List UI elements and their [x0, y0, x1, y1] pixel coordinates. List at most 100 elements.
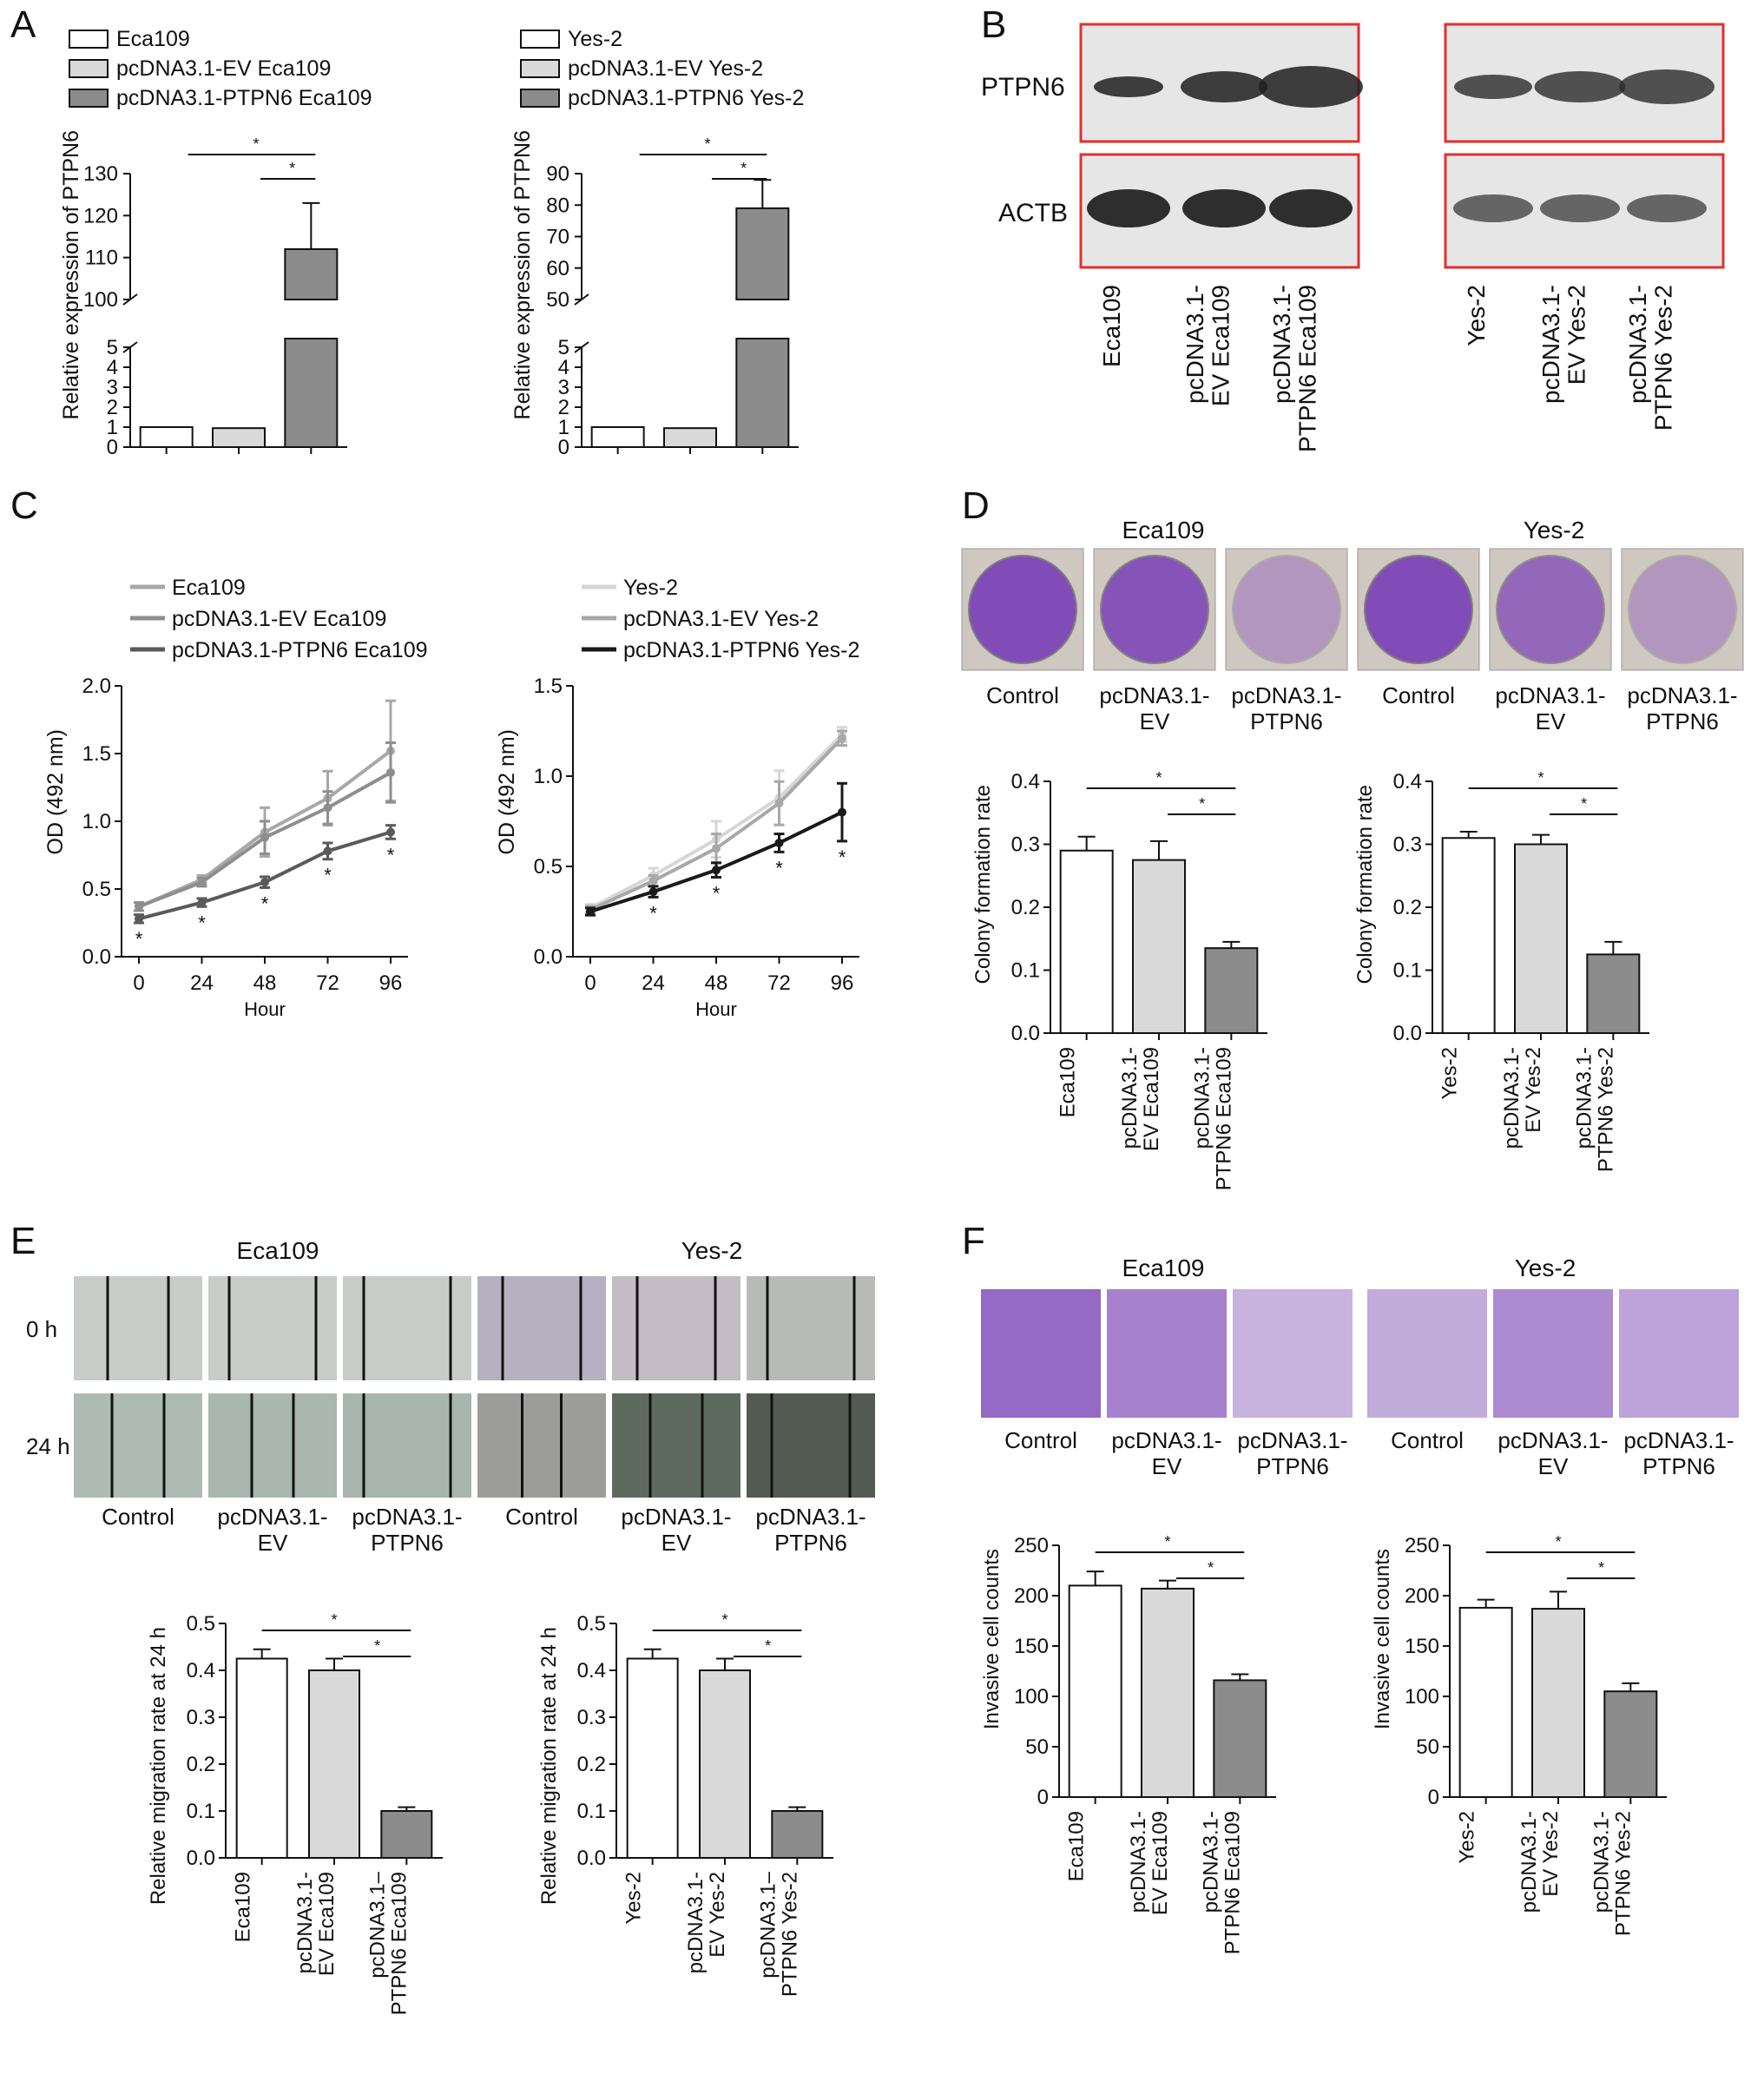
x-tick-label-group: pcDNA3.1-EV Eca109 [293, 1872, 339, 1976]
blot-band [1259, 66, 1363, 108]
legend-swatch [520, 30, 560, 49]
bar [1068, 1584, 1122, 1799]
sig-star: * [775, 857, 783, 879]
y-tick-label: 1.0 [82, 810, 111, 833]
bar [1441, 837, 1496, 1034]
lane-label-group: pcDNA3.1-PTPN6 Eca109 [1268, 285, 1320, 452]
x-tick-label: PTPN6 Yes-2 [1612, 1811, 1636, 1936]
bar [212, 427, 266, 448]
data-point [712, 866, 721, 875]
colony-plate [968, 555, 1077, 664]
sig-star: * [721, 1611, 727, 1629]
x-tick-label: 48 [253, 971, 277, 995]
transwell-stain [1107, 1289, 1227, 1418]
wound-label: EV [258, 1530, 288, 1556]
data-point [323, 803, 332, 813]
chart-e-left: 0.0 0.1 0.2 0.3 0.4 0.5 Eca109 pcDNA3.1-EV Eca1… [147, 1611, 443, 2015]
y-tick-label: 70 [546, 226, 569, 249]
x-tick-label: Yes-2 [622, 1872, 646, 1925]
sig-star: * [1537, 769, 1544, 787]
colony-plate [1100, 555, 1209, 664]
x-tick-label: pcDNA3.1- [1572, 1047, 1596, 1149]
legend-label: pcDNA3.1-PTPN6 Eca109 [116, 86, 372, 110]
lane-label: pcDNA3.1- [1268, 285, 1295, 404]
y-tick-label: 0.1 [577, 1800, 606, 1823]
plate-label: Control [1382, 682, 1455, 708]
data-point [838, 734, 846, 743]
sig-star: * [324, 865, 332, 886]
y-tick-label: 150 [1405, 1635, 1439, 1658]
legend-label: Yes-2 [568, 27, 622, 51]
group-label: Eca109 [1122, 1254, 1205, 1281]
x-tick-label-group: pcDNA3.1-EV Yes-2 [1517, 1811, 1563, 1913]
wound-photo [747, 1393, 875, 1498]
transwell-stain [1367, 1289, 1487, 1418]
lane-label: pcDNA3.1- [1537, 285, 1564, 404]
y-axis-label: Colony formation rate [1353, 785, 1377, 984]
legend-label: pcDNA3.1-PTPN6 Yes-2 [568, 86, 804, 110]
y-tick-label: 0.4 [1011, 770, 1040, 793]
plate-label: EV [1536, 708, 1566, 734]
legend-swatch [520, 59, 560, 78]
y-tick-label: 0 [558, 436, 569, 459]
y-tick-label: 100 [1405, 1685, 1439, 1709]
plate-photo [1225, 548, 1348, 671]
data-point [197, 898, 207, 907]
x-tick-label: Eca109 [1065, 1811, 1089, 1881]
bar [1213, 1679, 1267, 1798]
bar [380, 1810, 433, 1859]
blot-band [1540, 194, 1620, 222]
y-tick-label: 0.4 [1393, 770, 1422, 793]
chart-c-left: Eca109 pcDNA3.1-EV Eca109 pcDNA3.1-PTPN6 E… [43, 576, 428, 1020]
wound-label: PTPN6 [371, 1530, 444, 1556]
y-tick-label: 0 [1428, 1786, 1439, 1809]
y-axis-label-group: Colony formation rate [1353, 785, 1377, 984]
plate-label: pcDNA3.1- [1627, 682, 1737, 708]
x-tick-label: EV Eca109 [315, 1872, 339, 1976]
lane-label-group: pcDNA3.1-EV Yes-2 [1537, 285, 1590, 404]
group-label: Yes-2 [1524, 517, 1585, 543]
blot-band [1087, 189, 1170, 227]
y-tick-label: 80 [546, 194, 569, 217]
x-tick-label-group: pcDNA3.1–PTPN6 Yes-2 [756, 1871, 801, 1997]
blot-band [1269, 189, 1353, 227]
y-tick-label: 0.3 [1011, 833, 1040, 857]
sig-star: * [740, 160, 747, 177]
transwell-label: pcDNA3.1- [1497, 1427, 1608, 1453]
blot-row-label-ptpn6: PTPN6 [981, 73, 1065, 102]
x-tick-label: pcDNA3.1– [756, 1871, 780, 1978]
panel-label-f: F [962, 1220, 985, 1262]
sig-star: * [253, 135, 259, 153]
y-axis-label-group: OD (492 nm) [495, 729, 519, 854]
data-point [386, 827, 395, 837]
transwell-label: PTPN6 [1642, 1453, 1715, 1479]
sig-star: * [387, 844, 395, 866]
x-tick-label: 24 [190, 971, 214, 995]
y-axis-label: Colony formation rate [971, 785, 995, 984]
sig-star: * [289, 160, 295, 177]
lane-label: pcDNA3.1- [1181, 285, 1208, 404]
bar [1586, 953, 1641, 1034]
y-tick-label: 0.0 [187, 1847, 215, 1870]
blot-band [1619, 69, 1715, 104]
lane-label: pcDNA3.1- [1624, 285, 1651, 404]
chart-c-right: Yes-2 pcDNA3.1-EV Yes-2 pcDNA3.1-PTPN6 Yes… [495, 576, 859, 1020]
y-tick-label: 5 [558, 336, 569, 359]
sig-star: * [261, 892, 269, 914]
lane-label-group: pcDNA3.1-PTPN6 Yes-2 [1624, 285, 1676, 431]
group-label: Yes-2 [681, 1237, 743, 1264]
x-tick-label: pcDNA3.1- [1190, 1047, 1214, 1149]
y-tick-label: 0 [1037, 1786, 1049, 1809]
x-tick-label-group: Yes-2 [1456, 1811, 1479, 1864]
x-tick-label: PTPN6 Eca109 [388, 1872, 411, 2015]
wound-label: pcDNA3.1- [621, 1504, 731, 1530]
data-point [648, 887, 658, 897]
blot-band [1627, 194, 1707, 222]
data-point [260, 878, 269, 887]
wound-label: EV [662, 1530, 692, 1556]
x-tick-label-group: pcDNA3.1-PTPN6 Yes-2 [1572, 1047, 1617, 1172]
